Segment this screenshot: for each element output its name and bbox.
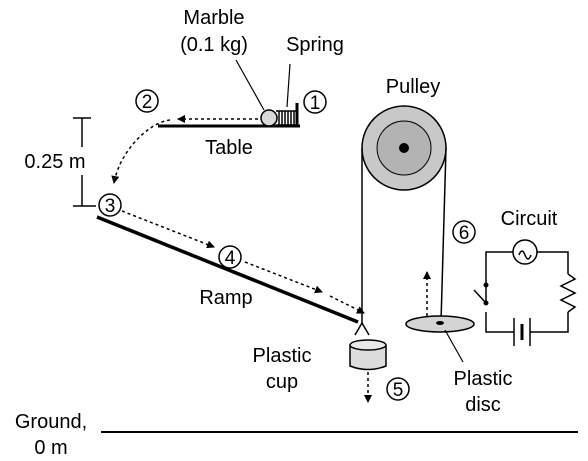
ramp xyxy=(96,215,359,324)
cup-label-line1: Plastic xyxy=(253,345,312,367)
circuit xyxy=(473,239,577,346)
disc-label-line2: disc xyxy=(465,394,501,416)
plastic-disc xyxy=(405,315,475,333)
step-3-marker: 3 xyxy=(98,193,122,217)
height-bracket xyxy=(73,117,96,207)
disc-leader xyxy=(444,329,464,363)
circuit-label: Circuit xyxy=(501,208,558,230)
step-1-marker: 1 xyxy=(303,90,327,114)
switch-terminal-top xyxy=(483,282,489,288)
spring-label: Spring xyxy=(286,34,344,56)
switch-terminal-bottom xyxy=(483,300,489,306)
marble-leader xyxy=(235,59,265,111)
cup-label-line2: cup xyxy=(266,371,298,393)
step-6-marker: 6 xyxy=(452,220,476,244)
step-4-number: 4 xyxy=(225,248,236,269)
pulley-label: Pulley xyxy=(386,76,440,98)
step-5-marker: 5 xyxy=(386,377,410,401)
marble-path xyxy=(111,115,365,314)
step-4-marker: 4 xyxy=(218,245,242,269)
marble-label: Marble xyxy=(183,7,244,29)
disc-label-line1: Plastic xyxy=(454,368,513,390)
step-5-number: 5 xyxy=(393,380,404,401)
marble xyxy=(260,109,278,127)
height-label: 0.25 m xyxy=(24,151,85,173)
step-2-number: 2 xyxy=(142,92,153,113)
ground-label-line2: 0 m xyxy=(34,437,67,459)
table-label: Table xyxy=(205,137,253,159)
ramp-label: Ramp xyxy=(199,287,252,309)
step-3-number: 3 xyxy=(105,196,116,217)
step-2-marker: 2 xyxy=(135,89,159,113)
pulley-strings xyxy=(354,147,447,336)
pulley xyxy=(361,105,447,191)
step-6-number: 6 xyxy=(459,223,470,244)
plastic-cup xyxy=(349,339,387,371)
marble-mass-label: (0.1 kg) xyxy=(180,34,248,56)
spring-leader xyxy=(286,63,291,108)
spring xyxy=(276,103,299,127)
step-1-number: 1 xyxy=(310,93,321,114)
ground-label-line1: Ground, xyxy=(15,411,87,433)
